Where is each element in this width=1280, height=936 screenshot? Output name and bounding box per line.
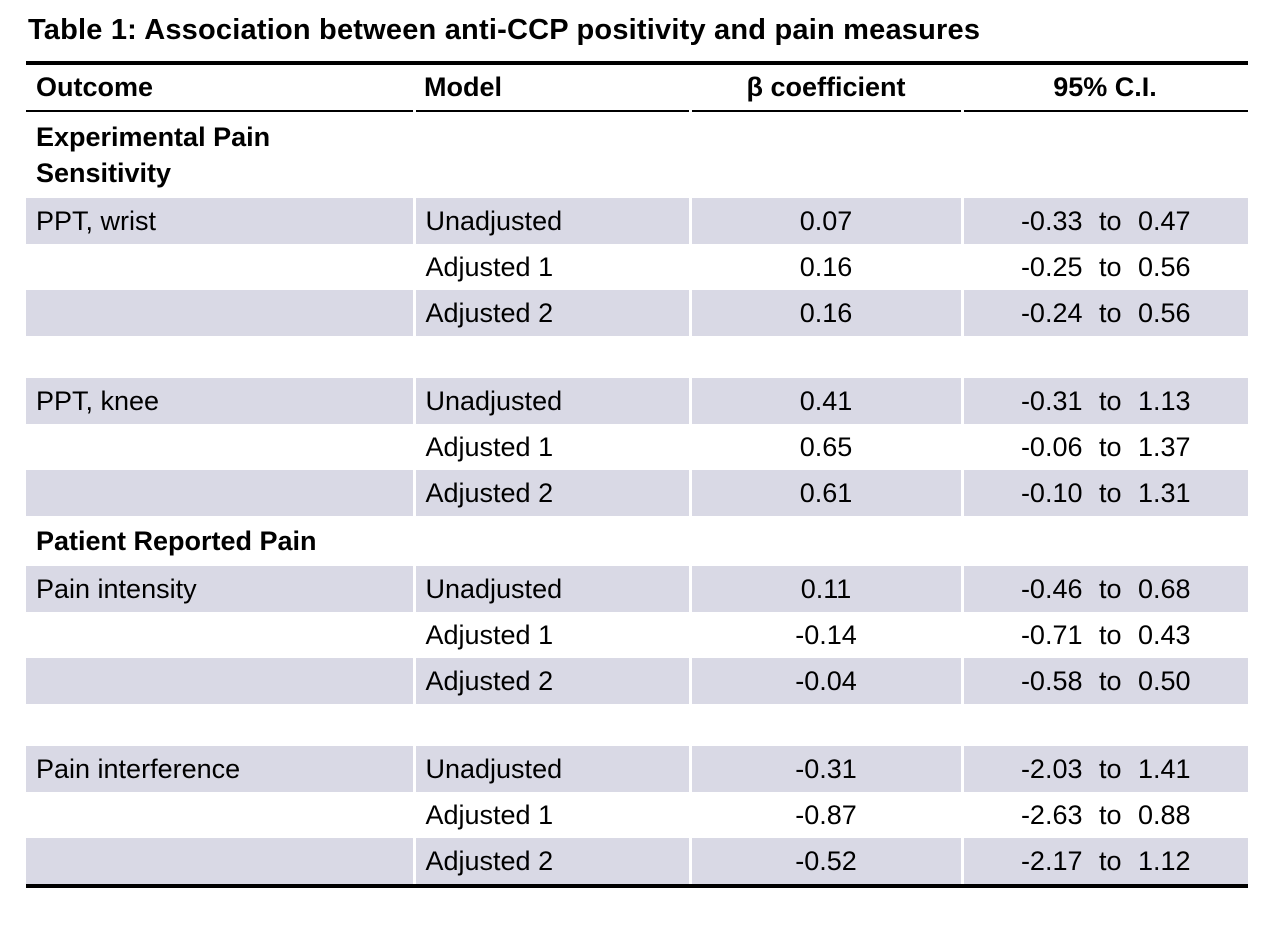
model-cell: Unadjusted	[412, 746, 690, 792]
outcome-cell: PPT, knee	[26, 378, 414, 424]
table-row: Adjusted 2 -0.52 -2.17 to 1.12	[26, 838, 1248, 886]
ci-cell: -0.06 to 1.37	[960, 424, 1248, 470]
table-row: Adjusted 1 0.65 -0.06 to 1.37	[26, 424, 1248, 470]
model-cell: Adjusted 1	[412, 424, 690, 470]
column-header: Model	[414, 63, 690, 112]
outcome-cell	[26, 424, 414, 470]
table-row: Adjusted 1 -0.14 -0.71 to 0.43	[26, 612, 1248, 658]
beta-cell: -0.31	[688, 746, 962, 792]
outcome-cell: PPT, wrist	[26, 198, 414, 244]
outcome-cell	[26, 658, 414, 704]
section-row: Experimental Pain Sensitivity	[26, 111, 1248, 198]
outcome-cell	[26, 838, 414, 886]
model-cell: Adjusted 2	[412, 838, 690, 886]
table-row: Pain intensity Unadjusted 0.11 -0.46 to 0.6…	[26, 566, 1248, 612]
empty-cell	[960, 516, 1248, 566]
beta-cell: 0.11	[688, 566, 962, 612]
beta-cell: -0.04	[688, 658, 962, 704]
ci-cell: -2.63 to 0.88	[960, 792, 1248, 838]
beta-cell: -0.52	[688, 838, 962, 886]
beta-cell: 0.16	[688, 290, 962, 336]
empty-cell	[688, 111, 962, 198]
outcome-cell: Pain intensity	[26, 566, 414, 612]
beta-cell: 0.65	[688, 424, 962, 470]
header-row: Outcome Model β coefficient 95% C.I.	[26, 63, 1248, 112]
outcome-cell	[26, 792, 414, 838]
section-label: Patient Reported Pain	[26, 516, 414, 566]
ci-cell: -0.71 to 0.43	[960, 612, 1248, 658]
beta-cell: 0.61	[688, 470, 962, 516]
empty-cell	[688, 516, 962, 566]
results-table: Outcome Model β coefficient 95% C.I. Experi…	[26, 61, 1248, 888]
table-title: Table 1: Association between anti-CCP po…	[28, 14, 981, 46]
ci-cell: -2.17 to 1.12	[960, 838, 1248, 886]
section-label: Experimental Pain Sensitivity	[26, 111, 414, 198]
outcome-cell	[26, 612, 414, 658]
column-header: β coefficient	[690, 63, 962, 112]
model-cell: Adjusted 1	[412, 244, 690, 290]
ci-cell: -0.10 to 1.31	[960, 470, 1248, 516]
spacer-row	[26, 704, 1248, 746]
ci-cell: -0.33 to 0.47	[960, 198, 1248, 244]
empty-cell	[412, 111, 690, 198]
beta-cell: 0.41	[688, 378, 962, 424]
model-cell: Adjusted 2	[412, 290, 690, 336]
empty-cell	[960, 111, 1248, 198]
outcome-cell	[26, 244, 414, 290]
column-header: 95% C.I.	[962, 63, 1248, 112]
model-cell: Adjusted 2	[412, 470, 690, 516]
outcome-cell	[26, 470, 414, 516]
ci-cell: -2.03 to 1.41	[960, 746, 1248, 792]
beta-cell: 0.07	[688, 198, 962, 244]
table-row: Adjusted 1 0.16 -0.25 to 0.56	[26, 244, 1248, 290]
ci-cell: -0.58 to 0.50	[960, 658, 1248, 704]
spacer-row	[26, 336, 1248, 378]
model-cell: Adjusted 2	[412, 658, 690, 704]
beta-cell: -0.14	[688, 612, 962, 658]
table-row: PPT, knee Unadjusted 0.41 -0.31 to 1.13	[26, 378, 1248, 424]
ci-cell: -0.24 to 0.56	[960, 290, 1248, 336]
table-row: PPT, wrist Unadjusted 0.07 -0.33 to 0.47	[26, 198, 1248, 244]
empty-cell	[412, 516, 690, 566]
section-row: Patient Reported Pain	[26, 516, 1248, 566]
column-header: Outcome	[26, 63, 414, 112]
outcome-cell: Pain interference	[26, 746, 414, 792]
beta-cell: -0.87	[688, 792, 962, 838]
model-cell: Adjusted 1	[412, 612, 690, 658]
model-cell: Unadjusted	[412, 566, 690, 612]
table-row: Adjusted 2 0.16 -0.24 to 0.56	[26, 290, 1248, 336]
model-cell: Unadjusted	[412, 198, 690, 244]
outcome-cell	[26, 290, 414, 336]
model-cell: Unadjusted	[412, 378, 690, 424]
table-row: Pain interference Unadjusted -0.31 -2.03 to…	[26, 746, 1248, 792]
spacer-cell	[26, 704, 1248, 746]
beta-cell: 0.16	[688, 244, 962, 290]
ci-cell: -0.31 to 1.13	[960, 378, 1248, 424]
table-row: Adjusted 2 0.61 -0.10 to 1.31	[26, 470, 1248, 516]
ci-cell: -0.46 to 0.68	[960, 566, 1248, 612]
table-row: Adjusted 2 -0.04 -0.58 to 0.50	[26, 658, 1248, 704]
spacer-cell	[26, 336, 1248, 378]
ci-cell: -0.25 to 0.56	[960, 244, 1248, 290]
model-cell: Adjusted 1	[412, 792, 690, 838]
table-row: Adjusted 1 -0.87 -2.63 to 0.88	[26, 792, 1248, 838]
